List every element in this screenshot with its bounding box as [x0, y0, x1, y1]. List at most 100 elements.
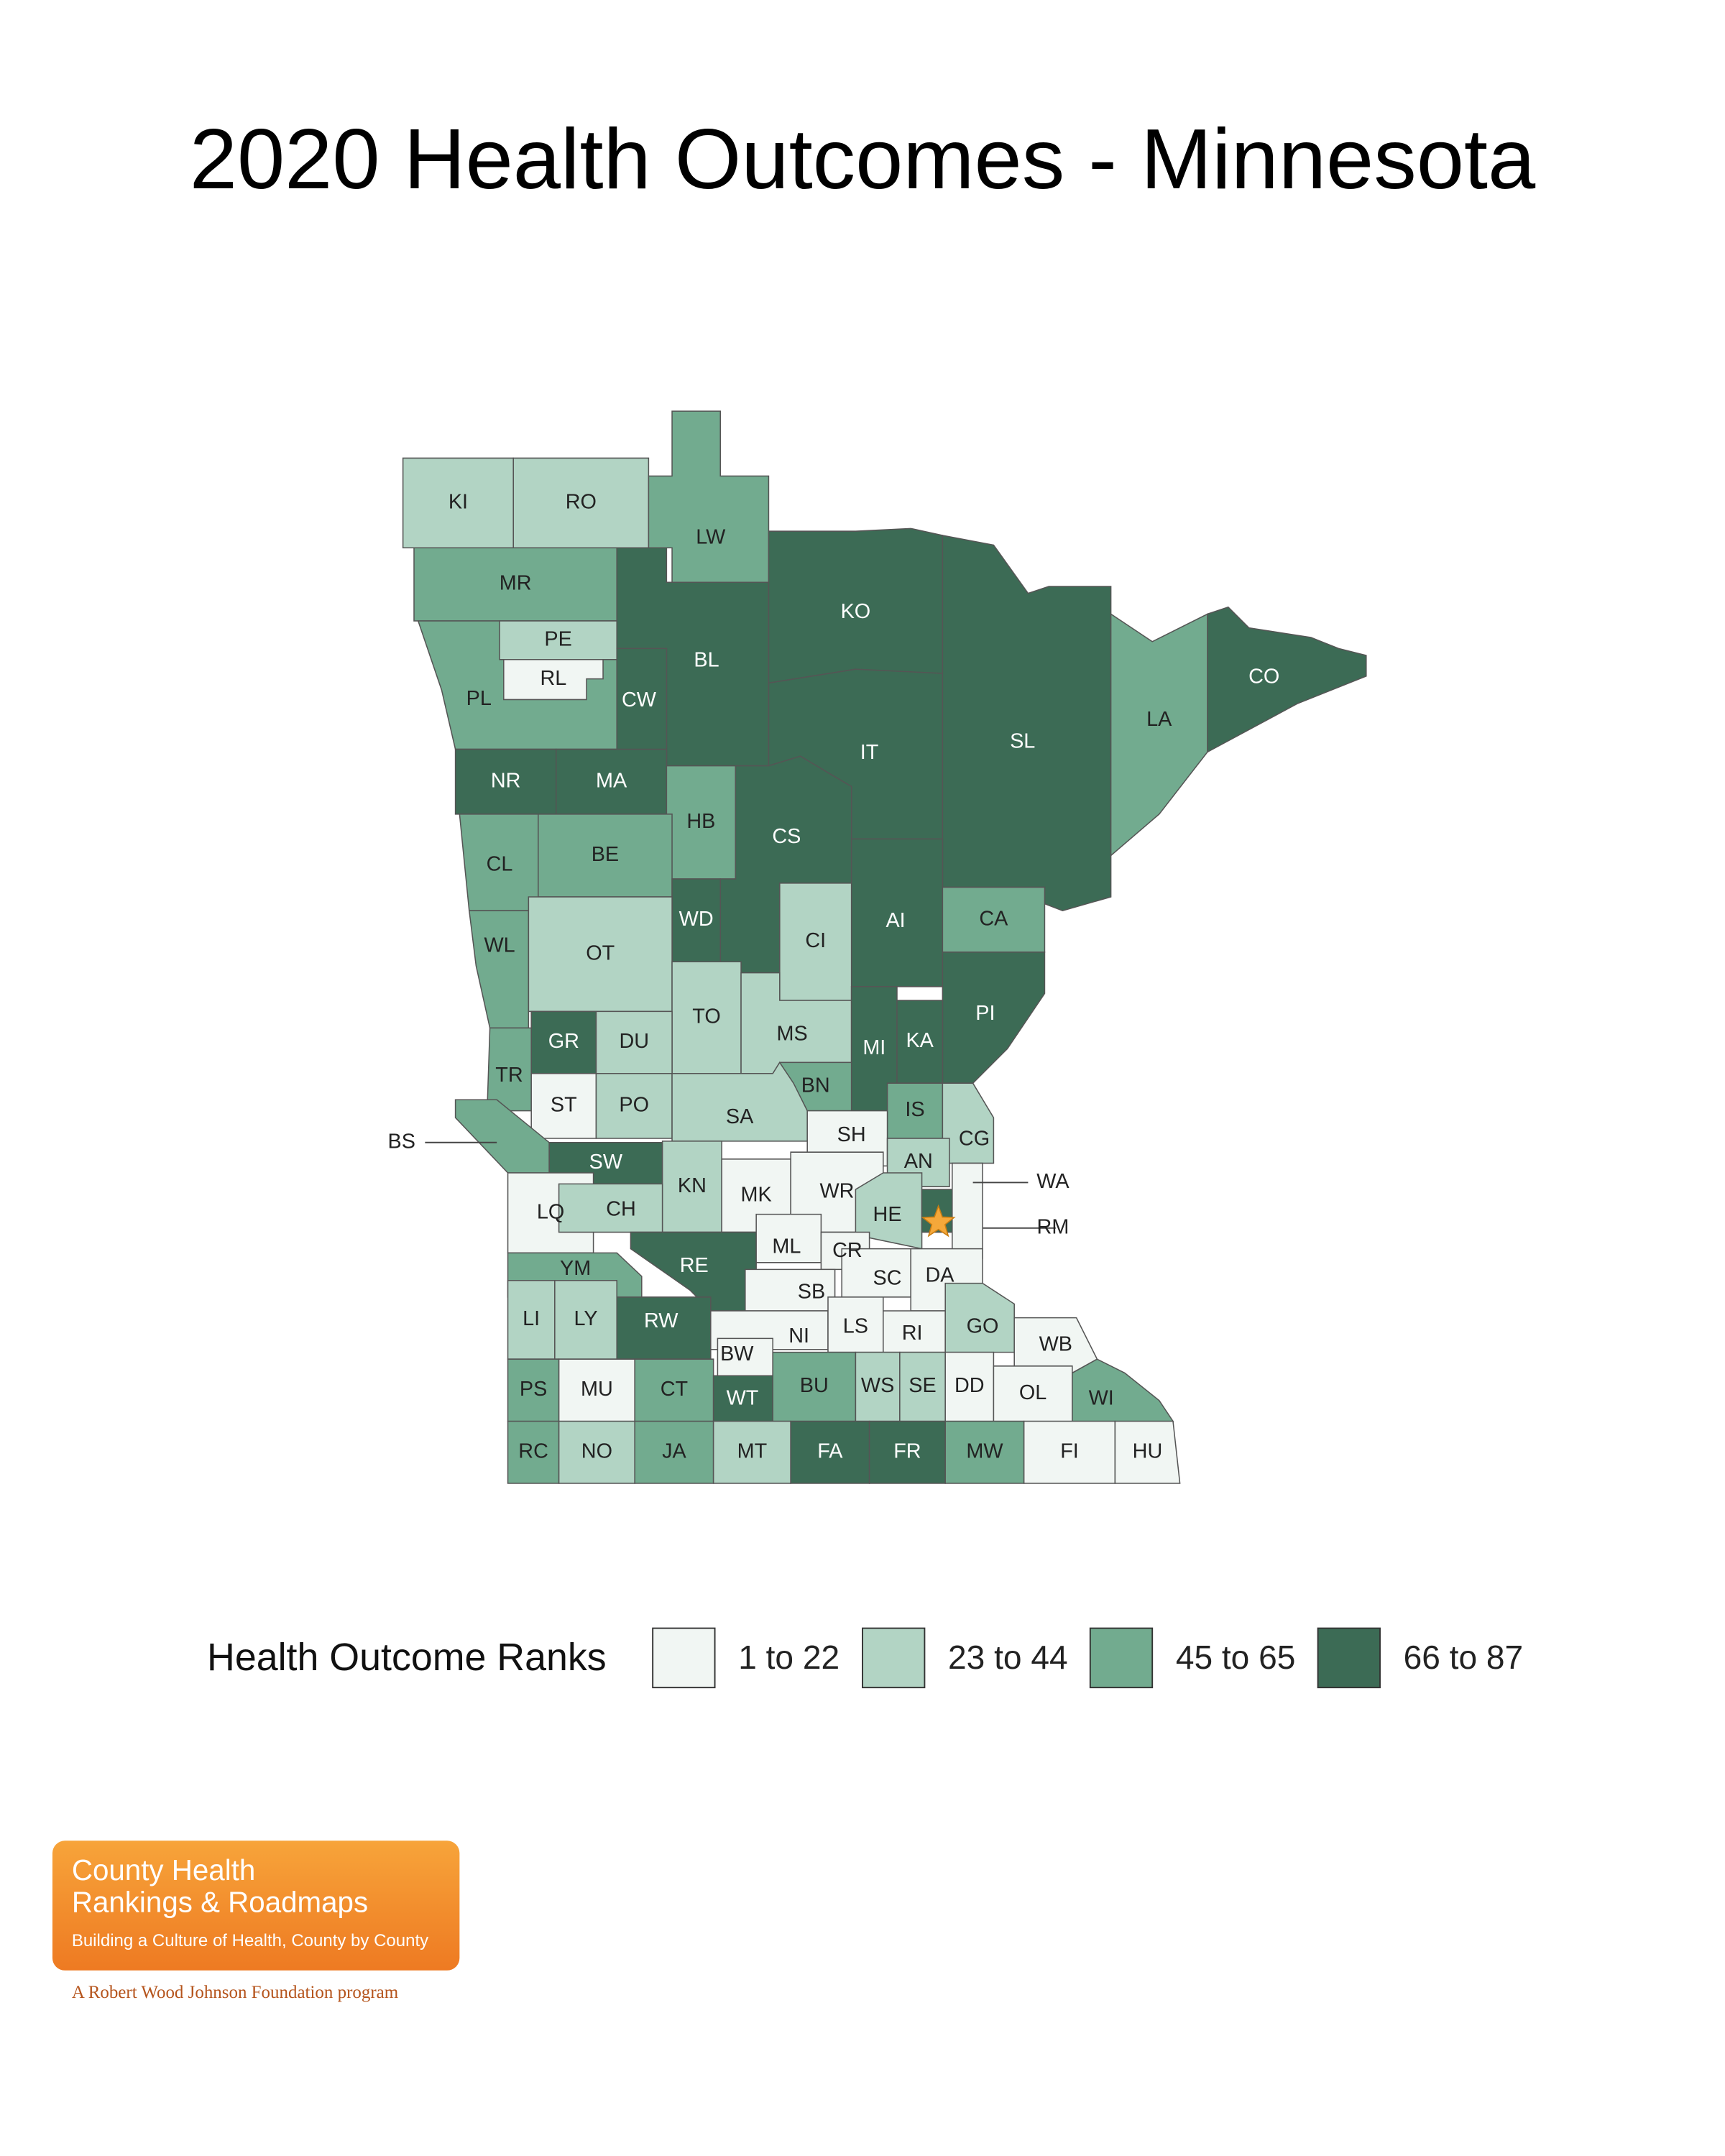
county-label: ST: [551, 1093, 577, 1116]
legend-swatch: [652, 1627, 716, 1689]
county-label: RE: [680, 1254, 709, 1277]
county: [942, 535, 1112, 912]
legend-label: 66 to 87: [1404, 1639, 1524, 1676]
county: [1207, 606, 1367, 753]
county-label: NO: [581, 1439, 612, 1462]
county-label: MI: [862, 1036, 886, 1059]
county-label: HB: [686, 810, 715, 833]
county-label: KO: [841, 600, 871, 623]
county-label: TR: [495, 1064, 523, 1087]
county-label: RC: [518, 1439, 548, 1462]
county: [1110, 612, 1208, 857]
county-label: WR: [819, 1179, 854, 1202]
county-label: BU: [800, 1374, 829, 1397]
county-label: SA: [726, 1105, 754, 1128]
county-label: RI: [902, 1322, 923, 1345]
county-label: DU: [619, 1030, 649, 1053]
county-label: RO: [566, 490, 597, 513]
county-label: CT: [661, 1378, 688, 1401]
county-label: IS: [905, 1098, 924, 1121]
county-label: MU: [581, 1378, 613, 1401]
legend: Health Outcome Ranks 1 to 22 23 to 44 45 t…: [207, 1627, 1524, 1689]
county-label: CI: [805, 929, 826, 952]
county-label: PL: [466, 687, 492, 710]
legend-swatch: [1089, 1627, 1154, 1689]
county-label: JA: [662, 1439, 686, 1462]
logo: County Health Rankings & Roadmaps Buildi…: [52, 1841, 460, 2002]
county: [1072, 1358, 1174, 1422]
county: [468, 910, 530, 1029]
county-label: DD: [954, 1374, 985, 1397]
county: [671, 1061, 808, 1142]
county: [942, 1082, 995, 1164]
county-label: FR: [893, 1439, 921, 1462]
legend-swatch: [862, 1627, 926, 1689]
county-label: PI: [975, 1002, 995, 1025]
county-label: NR: [491, 769, 521, 792]
county-label: CG: [959, 1128, 990, 1151]
county-label: SW: [589, 1151, 623, 1174]
county-label: GO: [967, 1315, 999, 1338]
county-label: AN: [904, 1150, 933, 1173]
county-label: SC: [873, 1266, 902, 1289]
county-label: WL: [484, 934, 515, 957]
county-label: YM: [560, 1257, 591, 1280]
county-label: BW: [720, 1342, 754, 1365]
county-label: DA: [926, 1264, 955, 1287]
county-label: OL: [1019, 1381, 1046, 1404]
county-label: OT: [586, 941, 615, 964]
county-label: LA: [1146, 708, 1172, 731]
county-label: PS: [520, 1378, 547, 1401]
counties: KI RO LW MR PL PE RL BL CW KO IT SL LA CO NR MA HB CS CL BE…: [388, 410, 1367, 1484]
county-label: LI: [523, 1307, 540, 1330]
county-label: CL: [487, 852, 513, 875]
county-label: WI: [1089, 1386, 1114, 1409]
county-label: HU: [1133, 1439, 1163, 1462]
county-label: CR: [832, 1239, 862, 1262]
county-label: HE: [873, 1203, 902, 1226]
county-label: LW: [696, 525, 726, 548]
county-label: WD: [679, 908, 714, 931]
logo-badge: [52, 1841, 460, 1971]
county-label: SH: [837, 1123, 866, 1146]
legend-label: 1 to 22: [738, 1639, 840, 1676]
county-label: IT: [860, 741, 879, 764]
county-label: MW: [966, 1439, 1003, 1462]
county-label: MS: [776, 1023, 807, 1046]
county-label: CO: [1248, 665, 1279, 688]
county-label: RW: [644, 1309, 678, 1332]
county-label: RM: [1037, 1215, 1070, 1238]
county-label: RL: [540, 667, 567, 690]
county-label: ML: [772, 1235, 801, 1258]
county-label: FI: [1060, 1439, 1079, 1462]
county-label: SB: [798, 1281, 825, 1304]
county-label: SL: [1010, 730, 1035, 753]
county-label: AI: [886, 909, 905, 932]
county-label: KN: [678, 1174, 707, 1197]
county-label: TO: [692, 1005, 720, 1028]
county-label: PE: [544, 627, 571, 650]
county-label: BL: [694, 648, 719, 671]
county-label: CH: [606, 1197, 636, 1220]
title: 2020 Health Outcomes - Minnesota: [190, 111, 1536, 207]
county-label: WB: [1039, 1333, 1072, 1356]
county-label: MK: [741, 1183, 772, 1206]
county-label: LS: [843, 1315, 868, 1338]
legend-label: 23 to 44: [948, 1639, 1068, 1676]
county-label: LY: [574, 1307, 597, 1330]
county-label: MA: [596, 769, 627, 792]
county-label: KI: [448, 490, 468, 513]
county: [952, 1162, 983, 1259]
county-label: BE: [592, 843, 619, 866]
county: [1114, 1420, 1181, 1484]
legend-label: 45 to 65: [1176, 1639, 1296, 1676]
county-label: BS: [388, 1130, 415, 1153]
logo-tagline: Building a Culture of Health, County by …: [72, 1931, 428, 1950]
county-label: LQ: [537, 1200, 564, 1223]
county-label: MR: [500, 572, 532, 595]
logo-line: County Health: [72, 1853, 255, 1886]
county-label: CA: [979, 907, 1008, 930]
legend-swatch: [1317, 1627, 1381, 1689]
